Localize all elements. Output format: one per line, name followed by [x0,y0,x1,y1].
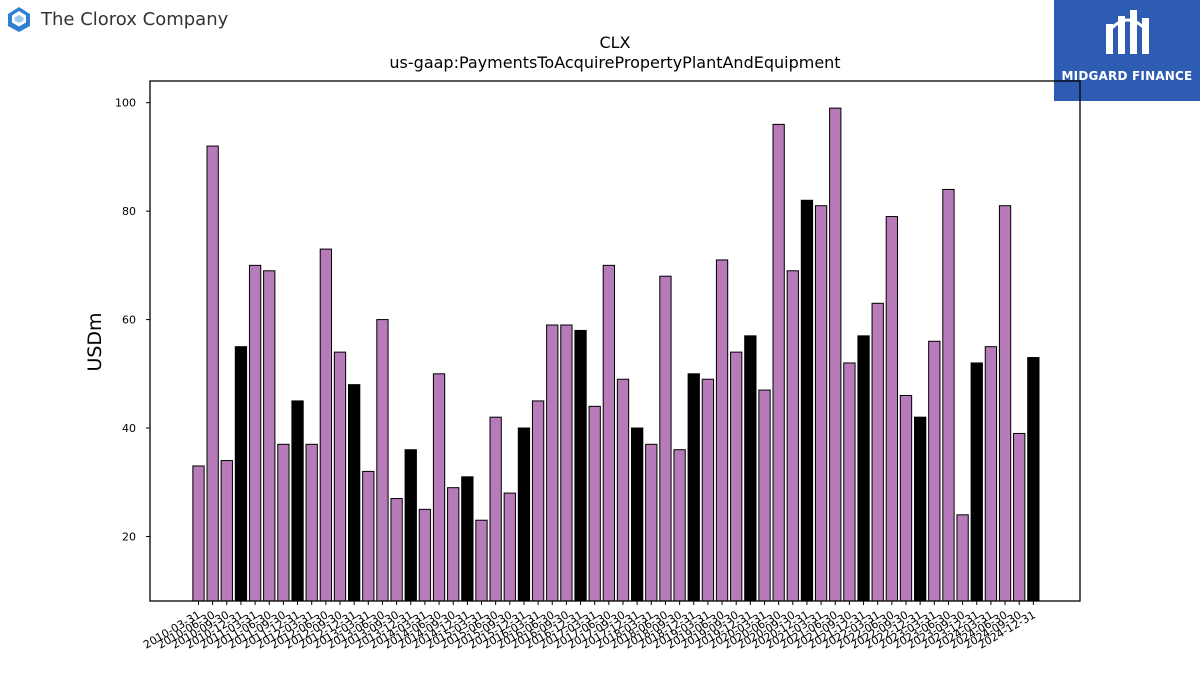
bar-2018-12-31 [687,373,700,602]
bar-2016-09-30 [560,324,573,602]
bar-2013-03-31 [362,470,375,602]
brand-logo: MIDGARD FINANCE [1054,0,1200,101]
bar-2017-06-30 [602,264,616,602]
plot-frame [149,80,1081,602]
bar-2022-12-31 [914,416,927,602]
bar-2016-12-31 [574,329,587,602]
bar-2014-12-31 [461,476,474,602]
bar-2012-12-31 [348,384,361,602]
bar-2020-12-31 [800,199,814,602]
bar-2022-03-31 [871,302,884,602]
bar-2017-12-31 [631,427,644,602]
bar-2018-03-31 [645,443,658,602]
bar-2010-06-30 [206,145,219,602]
bar-2017-09-30 [616,378,630,602]
bar-2013-09-30 [390,498,403,602]
y-tick-label: 100 [115,97,136,110]
y-axis-label: USDm [84,312,106,371]
company-header: The Clorox Company [5,5,228,33]
y-axis: 20 40 60 80 100 [115,97,150,543]
bar-2024-12-31 [1027,357,1040,602]
bar-2024-06-30 [998,205,1012,602]
bar-2023-09-30 [956,514,969,602]
x-axis: 2010-03-312010-06-302010-09-302010-12-31… [141,601,1038,652]
bar-2021-03-31 [814,205,828,602]
bar-2021-12-31 [857,335,870,602]
bar-2010-03-31 [192,465,205,602]
bar-2018-09-30 [673,449,686,602]
bar-2023-06-30 [942,188,955,602]
bar-2015-12-31 [517,427,531,602]
bar-2021-09-30 [843,362,856,602]
bar-2015-03-31 [475,519,488,602]
bar-2011-06-30 [263,270,276,602]
bar-2018-06-30 [659,275,672,602]
bar-2023-03-31 [928,340,941,602]
bars-group [192,107,1040,602]
y-tick-label: 40 [122,422,136,435]
bar-2020-09-30 [786,270,799,602]
bar-2019-06-30 [715,259,729,602]
bar-2010-09-30 [220,460,233,602]
chart-subtitle: us-gaap:PaymentsToAcquirePropertyPlantAn… [389,53,840,72]
bar-2024-09-30 [1013,432,1026,602]
y-tick-label: 60 [122,314,136,327]
bar-2020-06-30 [772,123,785,602]
bar-2019-12-31 [744,335,757,602]
bar-2016-06-30 [546,324,559,602]
bar-2013-06-30 [376,319,389,602]
bar-2011-09-30 [277,443,290,602]
bar-2019-03-31 [701,378,715,602]
bar-2016-03-31 [531,400,545,602]
chart-title: CLX [599,33,630,52]
bar-2020-03-31 [758,389,771,602]
bar-2014-03-31 [418,508,432,602]
bar-2015-06-30 [489,416,502,602]
bar-2023-12-31 [970,362,983,602]
bar-2012-09-30 [333,351,347,602]
bar-2012-06-30 [319,248,333,602]
bar-2014-06-30 [432,373,446,602]
bar-2014-09-30 [447,487,460,602]
bar-2012-03-31 [305,443,318,602]
bar-2010-12-31 [234,346,248,602]
bar-2011-03-31 [248,264,262,602]
company-name: The Clorox Company [41,8,229,30]
bar-2015-09-30 [503,492,516,602]
bar-2019-09-30 [730,351,743,602]
bar-2024-03-31 [984,346,998,602]
brand-name: MIDGARD FINANCE [1061,69,1193,83]
bar-2017-03-31 [588,405,601,602]
bar-2022-06-30 [885,216,899,602]
y-tick-label: 20 [122,530,136,543]
bar-2022-09-30 [899,394,913,602]
bar-2021-06-30 [829,107,842,602]
y-tick-label: 80 [122,205,136,218]
midgard-logo-icon [1106,10,1149,54]
bar-2013-12-31 [404,449,417,602]
clorox-logo-icon [8,7,30,32]
bar-2011-12-31 [291,400,304,602]
